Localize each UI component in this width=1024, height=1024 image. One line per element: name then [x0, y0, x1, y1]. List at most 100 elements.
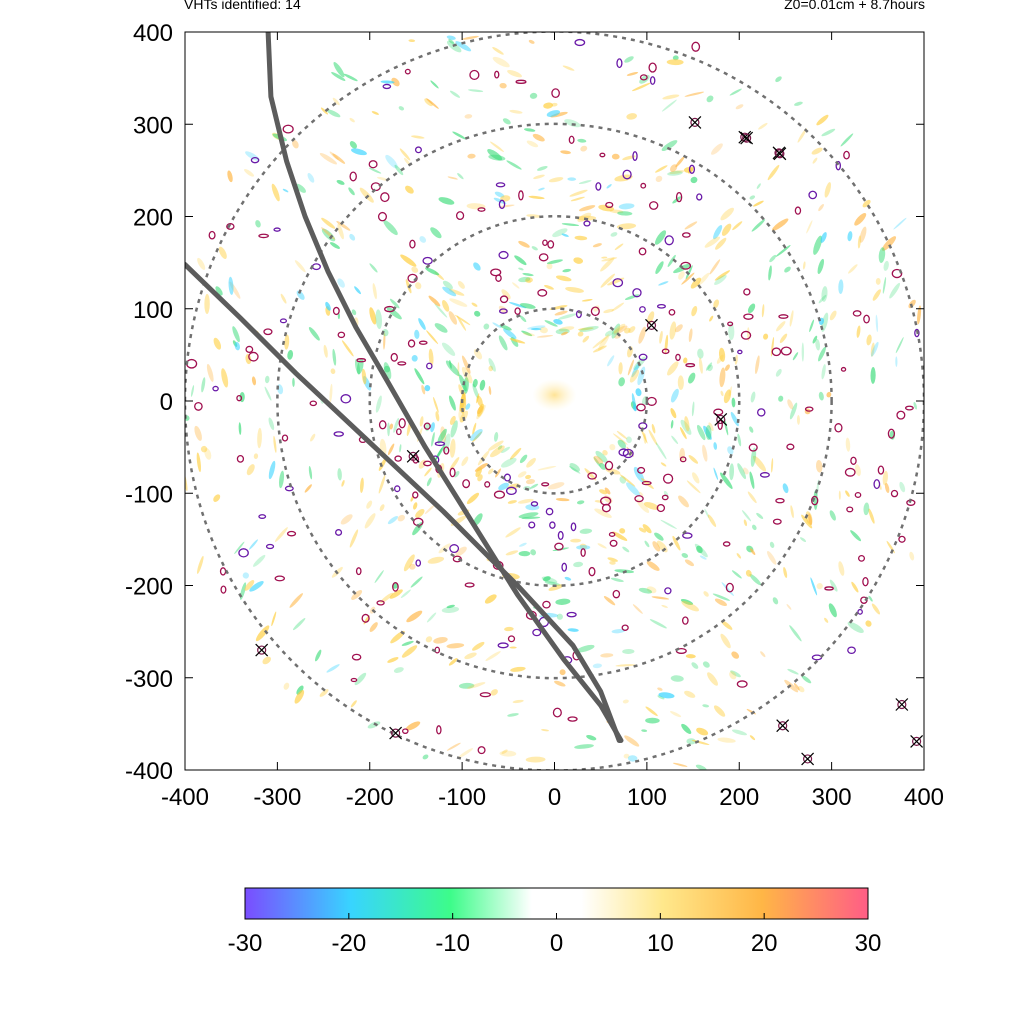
- vorticity-patch: [749, 195, 756, 200]
- vorticity-patch: [601, 257, 618, 262]
- vorticity-contour: [748, 443, 758, 452]
- vorticity-patch: [389, 298, 400, 309]
- vorticity-contour: [286, 530, 297, 537]
- vorticity-patch: [600, 273, 615, 288]
- vorticity-patch: [356, 358, 364, 375]
- vorticity-patch: [812, 335, 818, 344]
- vorticity-patch: [624, 294, 640, 300]
- vorticity-patch: [518, 542, 527, 547]
- y-tick-label: 200: [133, 205, 173, 232]
- vorticity-patch: [378, 474, 386, 494]
- vorticity-patch: [706, 95, 714, 103]
- vorticity-patch: [509, 338, 526, 344]
- vorticity-patch: [631, 393, 637, 412]
- vorticity-patch: [426, 98, 439, 109]
- vht-marker: [688, 115, 702, 129]
- vorticity-patch: [221, 368, 229, 388]
- vorticity-patch: [607, 355, 615, 367]
- vorticity-patch: [614, 174, 633, 182]
- vorticity-patch: [734, 354, 738, 365]
- vorticity-patch: [555, 275, 572, 282]
- vorticity-patch: [699, 555, 707, 560]
- vorticity-patch: [508, 301, 527, 309]
- vorticity-patch: [264, 386, 272, 401]
- vorticity-patch: [664, 334, 669, 354]
- vorticity-patch: [215, 286, 223, 296]
- vorticity-patch: [794, 101, 803, 106]
- vorticity-patch: [731, 651, 740, 659]
- vorticity-patch: [569, 463, 580, 472]
- vorticity-contour: [583, 220, 591, 227]
- vorticity-patch: [547, 482, 565, 490]
- vorticity-patch: [350, 700, 357, 708]
- vorticity-patch: [484, 594, 497, 604]
- x-tick-label: 400: [904, 784, 944, 811]
- track-line: [265, 32, 624, 743]
- vorticity-patch: [702, 661, 710, 668]
- vorticity-patch: [415, 508, 425, 518]
- vorticity-patch: [696, 424, 706, 441]
- vorticity-patch: [721, 223, 732, 236]
- vorticity-contour: [863, 314, 870, 324]
- vorticity-contour: [394, 485, 401, 493]
- vorticity-contour: [541, 482, 550, 487]
- vorticity-patch: [213, 494, 221, 502]
- vorticity-patch: [499, 82, 507, 89]
- vorticity-patch: [654, 532, 664, 541]
- vorticity-patch: [413, 502, 418, 510]
- vorticity-contour: [265, 543, 275, 550]
- vorticity-patch: [594, 508, 612, 518]
- vorticity-patch: [389, 589, 403, 599]
- vorticity-patch: [351, 309, 357, 316]
- vorticity-contour: [495, 182, 506, 188]
- vorticity-patch: [488, 440, 504, 451]
- vorticity-patch: [721, 620, 733, 630]
- vorticity-patch: [808, 513, 813, 526]
- vorticity-patch: [518, 512, 539, 519]
- vorticity-patch: [477, 403, 485, 417]
- vorticity-patch: [466, 203, 486, 210]
- vorticity-contour: [641, 480, 652, 486]
- vorticity-patch: [624, 735, 640, 747]
- vorticity-patch: [617, 211, 633, 216]
- vorticity-patch: [490, 141, 504, 152]
- vorticity-patch: [617, 439, 626, 449]
- vorticity-patch: [326, 109, 341, 118]
- vorticity-patch: [371, 111, 380, 115]
- vorticity-patch: [336, 220, 351, 231]
- vorticity-patch: [411, 135, 425, 139]
- vorticity-patch: [592, 243, 602, 248]
- vorticity-patch: [419, 236, 427, 243]
- vorticity-patch: [775, 245, 791, 257]
- vorticity-patch: [667, 361, 679, 376]
- vorticity-patch: [875, 277, 881, 285]
- vorticity-patch: [787, 668, 799, 675]
- vorticity-patch: [595, 450, 608, 463]
- vorticity-contour: [398, 418, 406, 429]
- vorticity-patch: [561, 331, 568, 336]
- vorticity-patch: [380, 592, 394, 604]
- vorticity-patch: [457, 280, 465, 289]
- vorticity-contour: [661, 348, 670, 355]
- vorticity-patch: [332, 97, 340, 106]
- vorticity-patch: [821, 312, 829, 332]
- vorticity-patch: [257, 427, 262, 449]
- vorticity-contour: [212, 385, 219, 392]
- vorticity-contour: [245, 345, 254, 354]
- vorticity-contour: [423, 460, 432, 467]
- vorticity-patch: [387, 443, 395, 456]
- y-tick-label: -400: [125, 758, 173, 785]
- vorticity-patch: [749, 471, 755, 489]
- vorticity-patch: [736, 553, 742, 559]
- vorticity-patch: [569, 189, 588, 197]
- vorticity-contour: [377, 211, 388, 222]
- vorticity-patch: [419, 416, 424, 427]
- vorticity-patch: [684, 221, 698, 230]
- colorbar: -30 -20 -10 0 10 20 30: [228, 887, 881, 957]
- vorticity-patch: [349, 141, 358, 149]
- vorticity-patch: [292, 377, 295, 387]
- vorticity-patch: [400, 589, 411, 599]
- vorticity-patch: [389, 423, 394, 430]
- vorticity-contour: [335, 529, 343, 536]
